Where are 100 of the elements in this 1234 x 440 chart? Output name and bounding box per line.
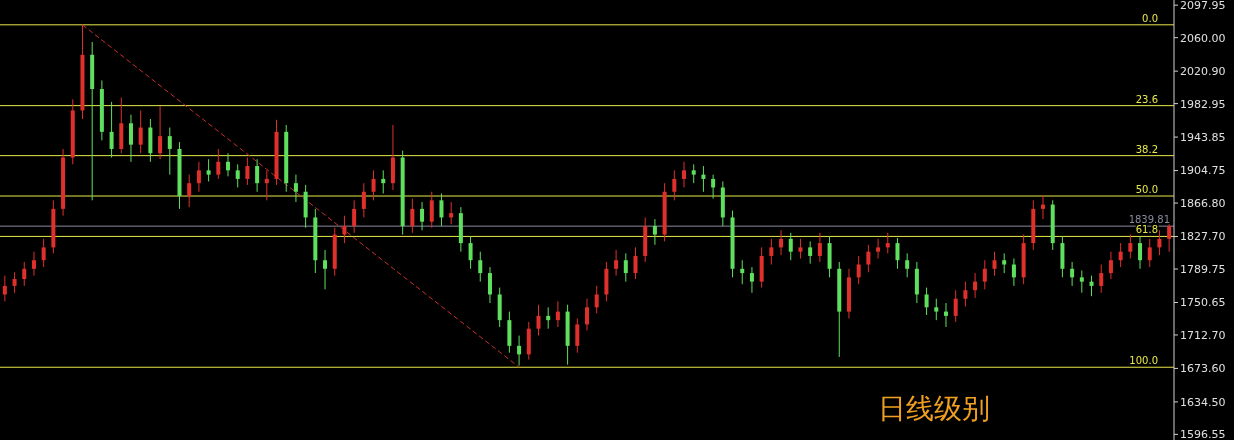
y-tick-label: 1982.95 (1180, 97, 1226, 111)
candlestick (943, 302, 948, 328)
candlestick (594, 285, 599, 314)
candlestick (953, 289, 958, 323)
candlestick (614, 249, 619, 277)
annotation: 100.0 (1129, 355, 1158, 367)
candlestick (1011, 258, 1016, 287)
candlestick (749, 266, 754, 294)
annotation: 日线级别 (878, 391, 990, 427)
candlestick (196, 161, 201, 193)
candlestick (856, 255, 861, 285)
candlestick (973, 272, 978, 299)
candlestick (817, 232, 822, 263)
candlestick (449, 201, 454, 225)
candlestick (1157, 229, 1162, 256)
y-tick-label: 1673.60 (1180, 362, 1226, 376)
candlestick (924, 287, 929, 316)
candlestick (128, 114, 133, 163)
candlestick (31, 251, 36, 277)
candlestick (264, 169, 269, 201)
candlestick (1138, 235, 1143, 270)
candlestick (293, 174, 298, 203)
y-tick-label: 2097.95 (1180, 0, 1226, 13)
candlestick (575, 317, 580, 354)
candlestick (546, 306, 551, 330)
candlestick (895, 237, 900, 270)
candlestick (22, 261, 27, 287)
candlestick (769, 238, 774, 266)
candlestick (206, 158, 211, 182)
candlestick (109, 101, 114, 159)
candlestick (585, 298, 589, 331)
candlestick (167, 127, 172, 176)
candlestick (798, 238, 803, 260)
candlestick (992, 251, 997, 277)
candlestick (235, 163, 240, 188)
annotation: 50.0 (1135, 184, 1158, 196)
candlestick (487, 266, 492, 304)
y-tick-label: 1596.55 (1180, 428, 1226, 440)
candlestick (808, 240, 813, 265)
candlestick (410, 198, 415, 234)
candlestick (711, 174, 716, 200)
candlestick (517, 335, 522, 367)
candlestick (982, 259, 987, 290)
annotation: 61.8 (1135, 224, 1158, 236)
y-tick-label: 1789.75 (1180, 262, 1226, 276)
candlestick (255, 158, 260, 193)
candlestick (788, 232, 793, 261)
candlestick (633, 246, 638, 280)
candlestick (1002, 252, 1007, 274)
candlestick (429, 191, 434, 229)
candlestick (1099, 264, 1104, 294)
y-tick-label: 1866.80 (1180, 196, 1226, 210)
candlestick (361, 182, 366, 218)
candlestick (371, 169, 376, 201)
candlestick (1118, 242, 1123, 268)
annotation: 23.6 (1135, 93, 1158, 105)
candlestick (536, 304, 541, 337)
candlestick (2, 275, 7, 302)
candlestick (1070, 261, 1075, 287)
candlestick (323, 249, 328, 290)
y-tick-label: 1943.85 (1180, 131, 1226, 144)
ref-line-label: 1839.81 (1128, 214, 1170, 226)
candlestick (420, 201, 425, 231)
candlestick (352, 199, 357, 234)
candlestick (138, 109, 143, 154)
candlestick (701, 165, 706, 193)
annotation: 38.2 (1135, 143, 1158, 155)
candlestick (342, 215, 347, 244)
candlestick (226, 152, 231, 177)
candlestick (682, 161, 687, 188)
y-tick-label: 2060.00 (1180, 31, 1226, 45)
candlestick (905, 252, 910, 278)
candlestick (381, 169, 386, 194)
candlestick (216, 148, 221, 180)
candlestick (1108, 251, 1113, 280)
candlestick (963, 281, 968, 307)
candlestick (1167, 223, 1172, 253)
candlestick (876, 238, 881, 260)
y-tick-label: 1712.70 (1180, 328, 1226, 342)
annotation: 0.0 (1142, 12, 1158, 24)
candlestick (1079, 270, 1084, 294)
candlestick (245, 157, 250, 186)
candlestick (478, 251, 483, 283)
candlestick (652, 218, 657, 246)
candlestick (468, 235, 473, 270)
candlestick (885, 232, 890, 254)
candlestick (1089, 275, 1094, 297)
candlestick (691, 163, 696, 184)
candlestick (41, 238, 46, 268)
candlestick (187, 174, 192, 208)
candlestick (555, 300, 560, 328)
candlestick (623, 252, 628, 283)
y-tick-label: 1750.65 (1180, 296, 1226, 310)
candlestick (1147, 238, 1152, 268)
y-tick-label: 1827.70 (1180, 230, 1226, 244)
candlestick (740, 259, 745, 285)
candlestick (779, 229, 784, 256)
candlestick (1128, 234, 1133, 260)
candlestick (866, 244, 871, 273)
candlestick (672, 169, 677, 201)
